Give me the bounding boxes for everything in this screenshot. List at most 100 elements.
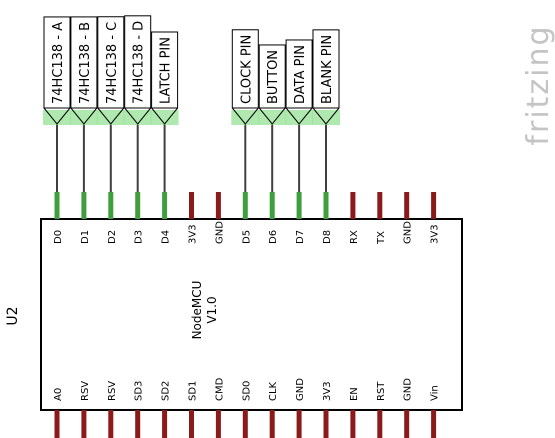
pin-label: D6 [268,230,279,244]
pin [162,192,168,219]
net-label-box [124,15,152,109]
pin-label: 3V3 [188,224,199,244]
net-label: BUTTON [266,50,281,104]
pin [377,192,383,219]
pin-label: GND [214,221,225,244]
net-label: 74HC138 - C [105,22,120,104]
pin-label: 3V3 [430,224,441,244]
pin-label: RSV [80,381,91,401]
pin-label: D3 [134,230,145,244]
net-label-point [285,107,313,125]
net-highlight [312,110,340,125]
pin-label: GND [295,378,306,401]
net-highlight [150,110,179,125]
pin [269,192,275,219]
net-label: BLANK PIN [320,35,335,104]
net-highlight [231,110,260,125]
pin-label: D7 [295,230,306,244]
pin [215,192,221,219]
pin-label: SD1 [188,381,199,401]
pin-label: D8 [322,230,333,244]
component-name: NodeMCU [190,281,204,340]
pin-label: SD3 [134,381,145,401]
net-label: 74HC138 - D [132,21,147,104]
pin-label: CMD [214,377,225,401]
pin [296,410,302,438]
pin [189,410,194,438]
pin-label: D0 [53,230,64,244]
net-label-box [231,29,259,109]
net-label: 74HC138 - A [51,22,66,104]
net-label: DATA PIN [293,45,308,104]
pin-label: TX [376,231,387,245]
pin [242,192,248,219]
watermark: fritzing [521,24,555,145]
pin [108,192,114,219]
net-label: LATCH PIN [159,37,174,104]
pin-label: A0 [53,388,64,401]
pin-label: RST [376,381,387,401]
net-label: 74HC138 - B [78,22,93,104]
pin [189,192,194,219]
pin-label: CLK [268,381,279,401]
pin-label: SD0 [241,381,252,401]
net-highlight [285,110,314,125]
net-label-box [285,39,313,109]
pin [162,410,168,438]
pin-label: EN [349,387,360,401]
pin-label: D2 [107,230,118,244]
component-body [40,218,463,411]
net-label-box [70,16,98,109]
net-label-point [70,107,98,125]
pin-label: D1 [80,230,91,244]
net-label-point [258,107,286,125]
pin [54,410,60,438]
net-label-box [312,29,340,109]
pin-label: 3V3 [322,381,333,401]
pin [215,410,221,438]
pin [81,410,87,438]
pin [135,410,141,438]
pin-label: SD2 [161,381,172,401]
net-label: CLOCK PIN [239,35,254,104]
pin-label: D5 [241,230,252,244]
pin [108,410,114,438]
net-label-box [258,44,286,109]
pin [404,192,410,219]
pin [323,410,329,438]
pin [404,410,410,438]
pin [296,192,302,219]
component-name: V1.0 [205,296,219,323]
pin [269,410,275,438]
pin [323,192,329,219]
pin-label: GND [403,378,414,401]
component-ref: U2 [5,306,21,325]
net-label-box [43,16,71,109]
net-label-point [124,107,152,125]
net-highlight [258,110,287,125]
pin [377,410,383,438]
pin [135,192,141,219]
net-label-box [151,31,179,109]
net-label-point [312,107,340,125]
pin-label: RX [349,230,360,244]
pin-label: RSV [107,381,118,401]
net-label-box [97,16,125,109]
net-label-point [151,107,178,125]
pin [350,410,356,438]
net-highlight [43,110,71,125]
pin [242,410,248,438]
pin-label: D4 [161,230,172,244]
pin [350,192,356,219]
pin [54,192,60,219]
pin-label: Vin [430,385,441,401]
net-highlight [69,110,98,125]
net-highlight [123,110,152,125]
pin [431,192,437,219]
pin [431,410,437,438]
net-label-point [231,107,259,125]
pin-label: GND [403,221,414,244]
net-highlight [96,110,125,125]
net-label-point [43,107,71,125]
